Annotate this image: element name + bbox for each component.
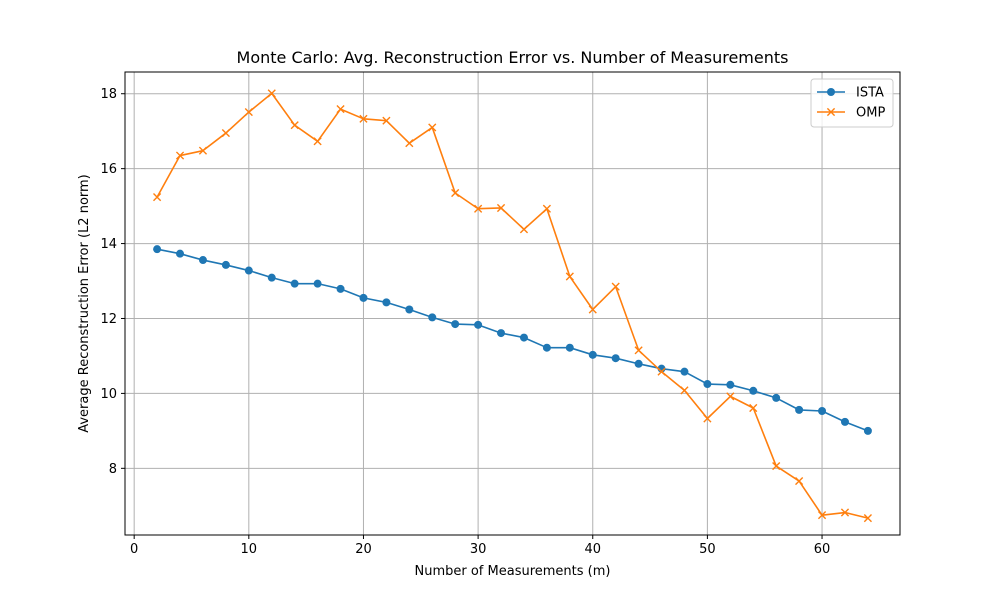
ista-point xyxy=(519,333,528,342)
omp-point xyxy=(313,137,322,146)
ista-point xyxy=(428,313,437,322)
omp-point xyxy=(542,204,551,213)
x-tick-label: 0 xyxy=(130,542,138,557)
omp-point xyxy=(703,414,712,423)
omp-point xyxy=(840,508,850,517)
x-tick-label: 10 xyxy=(241,542,258,557)
omp-point xyxy=(244,107,253,117)
ista-point xyxy=(313,279,322,288)
ista-point xyxy=(382,298,391,307)
ista-point xyxy=(221,260,230,269)
ista-point xyxy=(726,380,735,389)
series-omp xyxy=(153,89,872,523)
omp-point xyxy=(795,476,804,486)
omp-point xyxy=(863,514,872,523)
ista-point xyxy=(244,266,253,275)
ista-point xyxy=(542,343,551,352)
omp-point xyxy=(519,225,529,234)
y-axis-label: Average Reconstruction Error (L2 norm) xyxy=(77,174,92,433)
ista-point xyxy=(611,354,620,363)
omp-point xyxy=(680,386,689,395)
ista-point xyxy=(497,329,506,338)
ista-point xyxy=(588,350,597,359)
omp-point xyxy=(336,104,345,114)
y-tick-label: 12 xyxy=(100,312,117,327)
y-axis-ticks: 8 10 12 14 16 18 xyxy=(100,87,125,477)
omp-line xyxy=(156,92,869,519)
ista-point xyxy=(474,320,483,329)
legend-item-omp: OMP xyxy=(817,106,885,121)
omp-point xyxy=(451,188,460,198)
omp-point xyxy=(749,403,758,413)
ista-point xyxy=(451,320,460,329)
plot-frame xyxy=(124,71,901,536)
omp-point xyxy=(588,305,597,314)
ista-point xyxy=(680,367,689,376)
x-tick-label: 40 xyxy=(584,542,601,557)
omp-point xyxy=(726,392,735,401)
series-ista xyxy=(153,245,872,435)
ista-point xyxy=(703,380,712,389)
legend: ISTA OMP xyxy=(810,78,894,128)
ista-point xyxy=(634,359,643,368)
ista-point xyxy=(359,293,368,302)
omp-point xyxy=(657,367,666,376)
omp-point xyxy=(382,116,391,125)
y-tick-label: 18 xyxy=(100,87,117,102)
omp-point xyxy=(565,272,574,281)
omp-point xyxy=(634,346,643,355)
ista-point xyxy=(565,343,574,352)
ista-point xyxy=(267,273,276,282)
legend-marker xyxy=(827,88,835,96)
y-tick-label: 10 xyxy=(100,387,117,402)
ista-point xyxy=(772,393,781,402)
x-axis-label: Number of Measurements (m) xyxy=(415,564,611,579)
omp-point xyxy=(496,203,506,213)
ista-point xyxy=(795,405,804,414)
ista-point xyxy=(198,256,207,265)
legend-marker xyxy=(826,107,836,117)
omp-point xyxy=(290,121,299,130)
ista-point xyxy=(290,279,299,288)
ista-point xyxy=(840,417,849,426)
y-tick-label: 8 xyxy=(109,462,117,477)
x-tick-label: 50 xyxy=(699,542,716,557)
x-tick-label: 60 xyxy=(814,542,831,557)
omp-point xyxy=(772,461,781,471)
legend-label: ISTA xyxy=(856,86,884,101)
x-tick-label: 20 xyxy=(355,542,372,557)
ista-point xyxy=(749,386,758,395)
ista-point xyxy=(818,407,827,416)
y-tick-label: 14 xyxy=(100,237,117,252)
ista-point xyxy=(336,284,345,293)
ista-point xyxy=(176,249,185,258)
grid-lines xyxy=(125,72,900,535)
omp-point xyxy=(198,146,208,155)
x-tick-label: 30 xyxy=(470,542,487,557)
omp-point xyxy=(817,511,827,520)
y-tick-label: 16 xyxy=(100,162,117,177)
omp-point xyxy=(405,139,414,148)
x-axis-ticks: 0 10 20 30 40 50 60 xyxy=(130,535,830,557)
ista-point xyxy=(405,305,414,314)
omp-point xyxy=(153,193,162,202)
chart-title: Monte Carlo: Avg. Reconstruction Error v… xyxy=(237,48,789,67)
omp-point xyxy=(428,123,437,132)
legend-label: OMP xyxy=(856,106,885,121)
omp-point xyxy=(359,114,368,123)
ista-point xyxy=(153,245,162,254)
legend-item-ista: ISTA xyxy=(817,86,884,101)
omp-point xyxy=(221,128,230,138)
omp-point xyxy=(611,282,620,291)
omp-point xyxy=(474,204,483,213)
series-group xyxy=(153,89,872,523)
omp-point xyxy=(175,151,185,160)
omp-point xyxy=(267,89,276,98)
ista-point xyxy=(863,426,872,435)
